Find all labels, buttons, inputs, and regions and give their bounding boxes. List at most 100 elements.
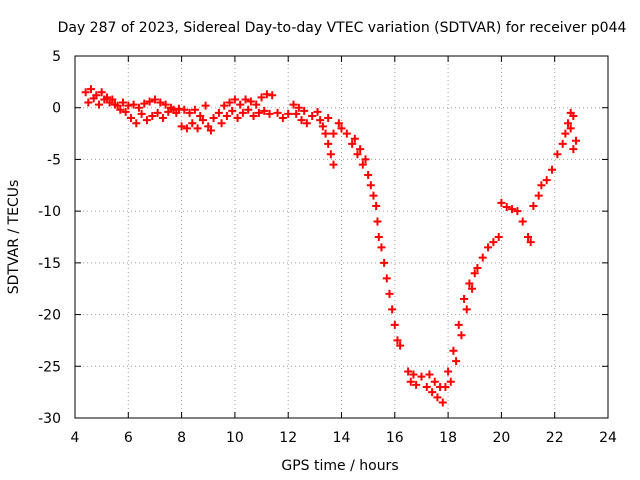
data-point xyxy=(188,119,197,128)
data-point xyxy=(342,129,351,138)
data-point xyxy=(161,100,170,109)
data-point xyxy=(473,264,482,273)
data-point xyxy=(548,165,557,174)
data-point xyxy=(462,305,471,314)
data-point xyxy=(273,108,282,117)
data-point xyxy=(302,119,311,128)
data-point xyxy=(468,284,477,293)
x-axis-label: GPS time / hours xyxy=(281,458,398,474)
data-point xyxy=(564,119,573,128)
data-point xyxy=(300,106,309,115)
data-point xyxy=(244,105,253,114)
data-point xyxy=(494,233,503,241)
data-point xyxy=(385,289,394,298)
data-point xyxy=(558,139,567,148)
data-point xyxy=(497,198,506,207)
data-point xyxy=(94,100,103,109)
data-point xyxy=(228,106,237,115)
x-tick-label: 16 xyxy=(386,430,404,446)
data-point xyxy=(508,205,517,214)
data-point xyxy=(529,201,538,210)
data-point xyxy=(366,181,375,190)
data-point xyxy=(222,111,231,120)
data-point xyxy=(534,191,543,200)
data-point xyxy=(284,109,293,118)
data-point xyxy=(172,108,181,117)
data-point xyxy=(361,155,370,164)
x-tick-label: 6 xyxy=(124,430,133,446)
data-point xyxy=(326,150,335,159)
x-tick-label: 18 xyxy=(439,430,457,446)
x-tick-label: 24 xyxy=(599,430,617,446)
y-tick-label: -25 xyxy=(38,359,61,375)
data-point xyxy=(373,217,382,226)
data-point xyxy=(193,124,202,133)
data-point xyxy=(406,377,415,386)
data-point xyxy=(412,380,421,389)
data-point xyxy=(356,145,365,154)
data-points xyxy=(81,85,581,407)
data-point xyxy=(316,116,325,125)
data-point xyxy=(206,126,215,135)
x-tick-label: 20 xyxy=(492,430,510,446)
data-point xyxy=(374,233,383,241)
chart-title: Day 287 of 2023, Sidereal Day-to-day VTE… xyxy=(58,20,627,36)
data-point xyxy=(449,346,458,355)
data-point xyxy=(372,201,381,210)
data-point xyxy=(308,111,317,120)
data-point xyxy=(132,119,141,128)
data-point xyxy=(236,100,245,109)
data-point xyxy=(441,382,450,391)
data-point xyxy=(97,88,106,97)
data-point xyxy=(358,160,367,169)
data-point xyxy=(353,150,362,159)
data-point xyxy=(513,207,522,216)
data-point xyxy=(428,388,437,397)
data-point xyxy=(278,114,287,123)
data-point xyxy=(230,95,239,104)
data-point xyxy=(214,108,223,117)
data-point xyxy=(526,238,535,247)
data-point xyxy=(438,398,447,407)
data-point xyxy=(524,233,533,241)
data-point xyxy=(182,124,191,133)
data-point xyxy=(454,320,463,329)
data-point xyxy=(566,124,575,133)
y-tick-label: 0 xyxy=(52,101,61,117)
data-point xyxy=(246,97,255,106)
x-tick-label: 14 xyxy=(333,430,351,446)
data-point xyxy=(129,100,138,109)
data-point xyxy=(417,372,426,381)
data-point xyxy=(318,122,327,131)
data-point xyxy=(364,170,373,179)
data-point xyxy=(289,100,298,109)
data-point xyxy=(334,119,343,128)
data-point xyxy=(388,305,397,314)
data-point xyxy=(321,129,330,138)
data-point xyxy=(422,382,431,391)
y-tick-label: -10 xyxy=(38,204,61,220)
data-point xyxy=(204,122,213,131)
data-point xyxy=(470,269,479,278)
data-point xyxy=(180,105,189,114)
data-point xyxy=(518,217,527,226)
data-point xyxy=(158,114,167,123)
x-tick-label: 10 xyxy=(226,430,244,446)
data-point xyxy=(92,91,101,100)
data-point xyxy=(313,107,322,116)
data-point xyxy=(380,258,389,267)
data-point xyxy=(164,107,173,116)
data-point xyxy=(460,295,469,304)
data-point xyxy=(553,150,562,159)
y-tick-label: -30 xyxy=(38,411,61,427)
x-tick-label: 22 xyxy=(546,430,564,446)
data-point xyxy=(324,139,333,148)
data-point xyxy=(502,203,511,212)
data-point xyxy=(185,108,194,117)
data-point xyxy=(262,90,271,99)
data-point xyxy=(390,320,399,329)
data-point xyxy=(430,377,439,386)
data-point xyxy=(489,238,498,247)
data-point xyxy=(457,331,466,340)
